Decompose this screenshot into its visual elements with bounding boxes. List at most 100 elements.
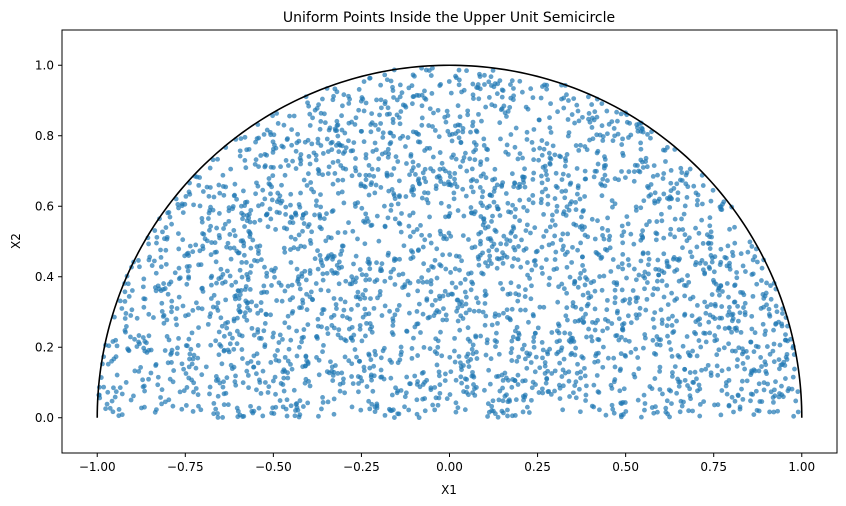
data-point <box>232 181 238 187</box>
data-point <box>286 325 292 330</box>
data-point <box>479 194 485 200</box>
data-point <box>146 376 151 382</box>
data-point <box>363 272 369 278</box>
data-point <box>689 313 695 319</box>
data-point <box>715 372 721 378</box>
data-point <box>280 337 285 342</box>
data-point <box>538 200 544 206</box>
data-point <box>237 292 243 298</box>
data-point <box>463 301 469 307</box>
data-point <box>726 325 732 331</box>
data-point <box>516 354 522 360</box>
data-point <box>597 132 603 138</box>
data-point <box>762 332 768 337</box>
data-point <box>144 340 149 346</box>
data-point <box>609 119 615 124</box>
data-point <box>397 136 403 141</box>
data-point <box>397 357 403 363</box>
data-point <box>282 172 288 178</box>
data-point <box>699 217 705 223</box>
data-point <box>315 266 321 272</box>
data-point <box>549 330 555 335</box>
data-point <box>607 233 613 239</box>
data-point <box>359 205 365 211</box>
data-point <box>220 384 226 390</box>
data-point <box>317 252 323 258</box>
data-point <box>162 399 168 405</box>
data-point <box>380 130 386 136</box>
data-point <box>702 299 708 305</box>
data-point <box>475 85 481 91</box>
data-point <box>669 401 674 406</box>
data-point <box>738 330 744 335</box>
data-point <box>724 391 730 397</box>
data-point <box>578 240 584 246</box>
data-point <box>281 388 287 394</box>
data-point <box>200 189 206 194</box>
data-point <box>641 392 647 398</box>
data-point <box>468 287 474 293</box>
data-point <box>172 270 178 276</box>
data-point <box>442 378 448 383</box>
data-point <box>494 256 500 261</box>
data-point <box>631 169 637 174</box>
data-point <box>751 367 757 373</box>
data-point <box>352 122 358 127</box>
data-point <box>179 406 185 412</box>
data-point <box>533 354 539 360</box>
data-point <box>199 372 205 378</box>
data-point <box>504 254 510 260</box>
data-point <box>214 280 219 286</box>
data-point <box>169 221 174 227</box>
data-point <box>320 349 325 355</box>
data-point <box>295 131 301 137</box>
data-point <box>369 166 375 172</box>
data-point <box>615 131 621 137</box>
data-point <box>242 134 248 140</box>
data-point <box>513 234 518 239</box>
data-point <box>672 269 677 274</box>
data-point <box>378 367 384 373</box>
data-point <box>168 279 174 285</box>
data-point <box>330 378 336 383</box>
data-point <box>140 384 146 390</box>
data-point <box>420 311 426 317</box>
data-point <box>664 145 670 150</box>
data-point <box>398 229 404 235</box>
data-point <box>445 292 451 298</box>
data-point <box>424 279 430 285</box>
data-point <box>196 403 201 409</box>
data-point <box>665 195 670 201</box>
data-point <box>325 149 331 155</box>
data-point <box>620 240 626 246</box>
data-point <box>486 367 492 373</box>
data-point <box>373 182 379 188</box>
data-point <box>396 411 402 417</box>
x-tick-label: 0.50 <box>612 460 639 474</box>
data-point <box>283 406 289 412</box>
data-point <box>210 207 216 213</box>
data-point <box>604 307 610 313</box>
data-point <box>240 356 245 361</box>
data-point <box>384 172 390 178</box>
data-point <box>628 231 634 237</box>
data-point <box>396 272 402 278</box>
data-point <box>427 145 433 151</box>
data-point <box>446 230 452 236</box>
data-point <box>287 297 293 303</box>
data-point <box>399 90 405 96</box>
data-point <box>339 143 345 149</box>
data-point <box>452 335 457 341</box>
data-point <box>186 189 192 195</box>
data-point <box>328 140 334 146</box>
data-point <box>640 165 646 170</box>
data-point <box>308 180 314 185</box>
data-point <box>516 284 522 289</box>
data-point <box>585 290 591 296</box>
data-point <box>545 193 551 199</box>
data-point <box>652 310 658 316</box>
data-point <box>764 280 769 286</box>
data-point <box>187 356 192 362</box>
data-point <box>565 133 571 139</box>
data-point <box>594 373 600 378</box>
